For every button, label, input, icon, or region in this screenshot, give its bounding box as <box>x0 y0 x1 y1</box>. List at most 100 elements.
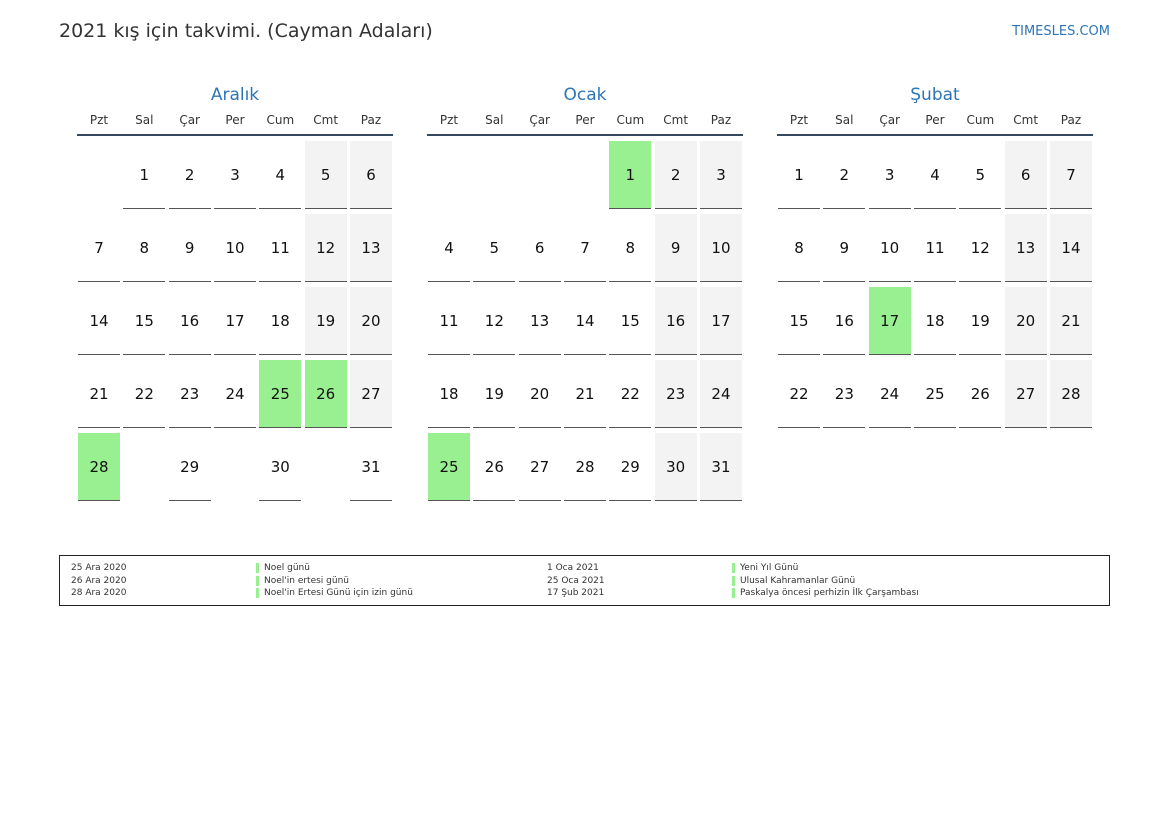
day-cell[interactable]: 23 <box>168 360 211 428</box>
day-cell[interactable]: 2 <box>168 141 211 209</box>
day-cell[interactable]: 26 <box>473 433 516 501</box>
day-cell[interactable]: 3 <box>868 141 911 209</box>
day-cell[interactable]: 3 <box>213 141 256 209</box>
day-cell[interactable]: 9 <box>823 214 866 282</box>
day-cell[interactable]: 5 <box>304 141 347 209</box>
day-cell[interactable]: 21 <box>78 360 120 428</box>
day-cell[interactable]: 25 <box>913 360 956 428</box>
day-cell[interactable]: 6 <box>1004 141 1047 209</box>
day-cell[interactable]: 27 <box>349 360 392 428</box>
holiday-day-cell[interactable]: 26 <box>304 360 347 428</box>
day-cell[interactable]: 18 <box>913 287 956 355</box>
day-cell[interactable]: 28 <box>1049 360 1092 428</box>
day-cell[interactable]: 16 <box>823 287 866 355</box>
day-cell[interactable]: 19 <box>473 360 516 428</box>
day-cell[interactable]: 4 <box>259 141 302 209</box>
legend-row: 28 Ara 2020 Noel'in Ertesi Günü için izin… <box>71 587 413 600</box>
holiday-day-cell[interactable]: 1 <box>609 141 652 209</box>
month-aralik: Aralık Pzt Sal Çar Per Cum Cmt Paz 1 2 3 4 5 6 7 8 9 10… <box>77 84 393 501</box>
day-cell[interactable]: 23 <box>654 360 697 428</box>
day-cell[interactable]: 19 <box>959 287 1002 355</box>
day-cell[interactable]: 17 <box>213 287 256 355</box>
day-cell[interactable]: 16 <box>654 287 697 355</box>
day-cell[interactable]: 18 <box>428 360 470 428</box>
day-cell[interactable]: 8 <box>778 214 820 282</box>
day-cell[interactable]: 22 <box>609 360 652 428</box>
day-cell[interactable]: 5 <box>959 141 1002 209</box>
day-cell[interactable]: 2 <box>823 141 866 209</box>
holiday-day-cell[interactable]: 25 <box>259 360 302 428</box>
day-cell[interactable]: 29 <box>168 433 211 501</box>
day-cell[interactable]: 4 <box>913 141 956 209</box>
day-cell[interactable]: 7 <box>78 214 120 282</box>
day-cell[interactable]: 13 <box>1004 214 1047 282</box>
day-cell[interactable]: 27 <box>518 433 561 501</box>
day-cell[interactable]: 22 <box>778 360 820 428</box>
day-cell[interactable]: 31 <box>699 433 742 501</box>
day-cell[interactable]: 23 <box>823 360 866 428</box>
day-cell[interactable]: 9 <box>168 214 211 282</box>
holiday-day-cell[interactable]: 25 <box>428 433 470 501</box>
day-cell[interactable]: 4 <box>428 214 470 282</box>
holiday-color-marker <box>256 575 259 586</box>
holiday-day-cell[interactable]: 17 <box>868 287 911 355</box>
weekday-label: Sal <box>485 113 504 127</box>
day-cell[interactable]: 8 <box>609 214 652 282</box>
day-cell[interactable]: 1 <box>123 141 166 209</box>
day-cell[interactable]: 22 <box>123 360 166 428</box>
day-cell[interactable]: 20 <box>518 360 561 428</box>
day-cell[interactable]: 12 <box>304 214 347 282</box>
day-cell[interactable]: 14 <box>78 287 120 355</box>
day-cell[interactable]: 24 <box>868 360 911 428</box>
site-link[interactable]: TIMESLES.COM <box>1012 24 1110 39</box>
day-cell[interactable]: 29 <box>609 433 652 501</box>
holiday-day-cell[interactable]: 28 <box>78 433 120 501</box>
day-cell[interactable]: 17 <box>699 287 742 355</box>
day-cell[interactable]: 31 <box>349 433 392 501</box>
day-cell[interactable]: 13 <box>349 214 392 282</box>
day-cell[interactable]: 28 <box>563 433 606 501</box>
day-cell[interactable]: 18 <box>259 287 302 355</box>
day-cell[interactable]: 24 <box>699 360 742 428</box>
day-cell[interactable]: 16 <box>168 287 211 355</box>
day-cell[interactable]: 20 <box>349 287 392 355</box>
day-cell[interactable]: 24 <box>213 360 256 428</box>
day-cell[interactable]: 1 <box>778 141 820 209</box>
day-cell[interactable]: 19 <box>304 287 347 355</box>
day-cell[interactable]: 15 <box>609 287 652 355</box>
day-cell[interactable]: 27 <box>1004 360 1047 428</box>
day-cell[interactable]: 11 <box>428 287 470 355</box>
day-cell[interactable]: 10 <box>868 214 911 282</box>
day-cell[interactable]: 21 <box>563 360 606 428</box>
day-cell[interactable]: 20 <box>1004 287 1047 355</box>
day-cell[interactable]: 14 <box>1049 214 1092 282</box>
day-cell[interactable]: 6 <box>518 214 561 282</box>
weekday-header: Pzt Sal Çar Per Cum Cmt Paz <box>777 112 1093 136</box>
day-cell[interactable]: 10 <box>699 214 742 282</box>
day-cell[interactable]: 7 <box>1049 141 1092 209</box>
day-cell[interactable]: 2 <box>654 141 697 209</box>
holiday-name: Ulusal Kahramanlar Günü <box>740 575 856 586</box>
day-cell[interactable]: 7 <box>563 214 606 282</box>
day-cell[interactable]: 30 <box>654 433 697 501</box>
day-cell[interactable]: 14 <box>563 287 606 355</box>
day-cell[interactable]: 30 <box>259 433 302 501</box>
day-cell[interactable]: 6 <box>349 141 392 209</box>
day-cell[interactable]: 26 <box>959 360 1002 428</box>
day-cell[interactable]: 13 <box>518 287 561 355</box>
holiday-name: Noel günü <box>264 563 310 574</box>
day-cell[interactable]: 5 <box>473 214 516 282</box>
day-cell[interactable]: 3 <box>699 141 742 209</box>
day-cell[interactable]: 21 <box>1049 287 1092 355</box>
day-cell[interactable]: 11 <box>913 214 956 282</box>
day-cell[interactable]: 9 <box>654 214 697 282</box>
day-cell[interactable]: 12 <box>473 287 516 355</box>
day-cell[interactable]: 8 <box>123 214 166 282</box>
holiday-name: Yeni Yıl Günü <box>740 563 799 574</box>
day-cell[interactable]: 12 <box>959 214 1002 282</box>
day-cell[interactable]: 10 <box>213 214 256 282</box>
day-cell[interactable]: 11 <box>259 214 302 282</box>
weekday-label: Paz <box>710 113 732 127</box>
day-cell[interactable]: 15 <box>778 287 820 355</box>
day-cell[interactable]: 15 <box>123 287 166 355</box>
